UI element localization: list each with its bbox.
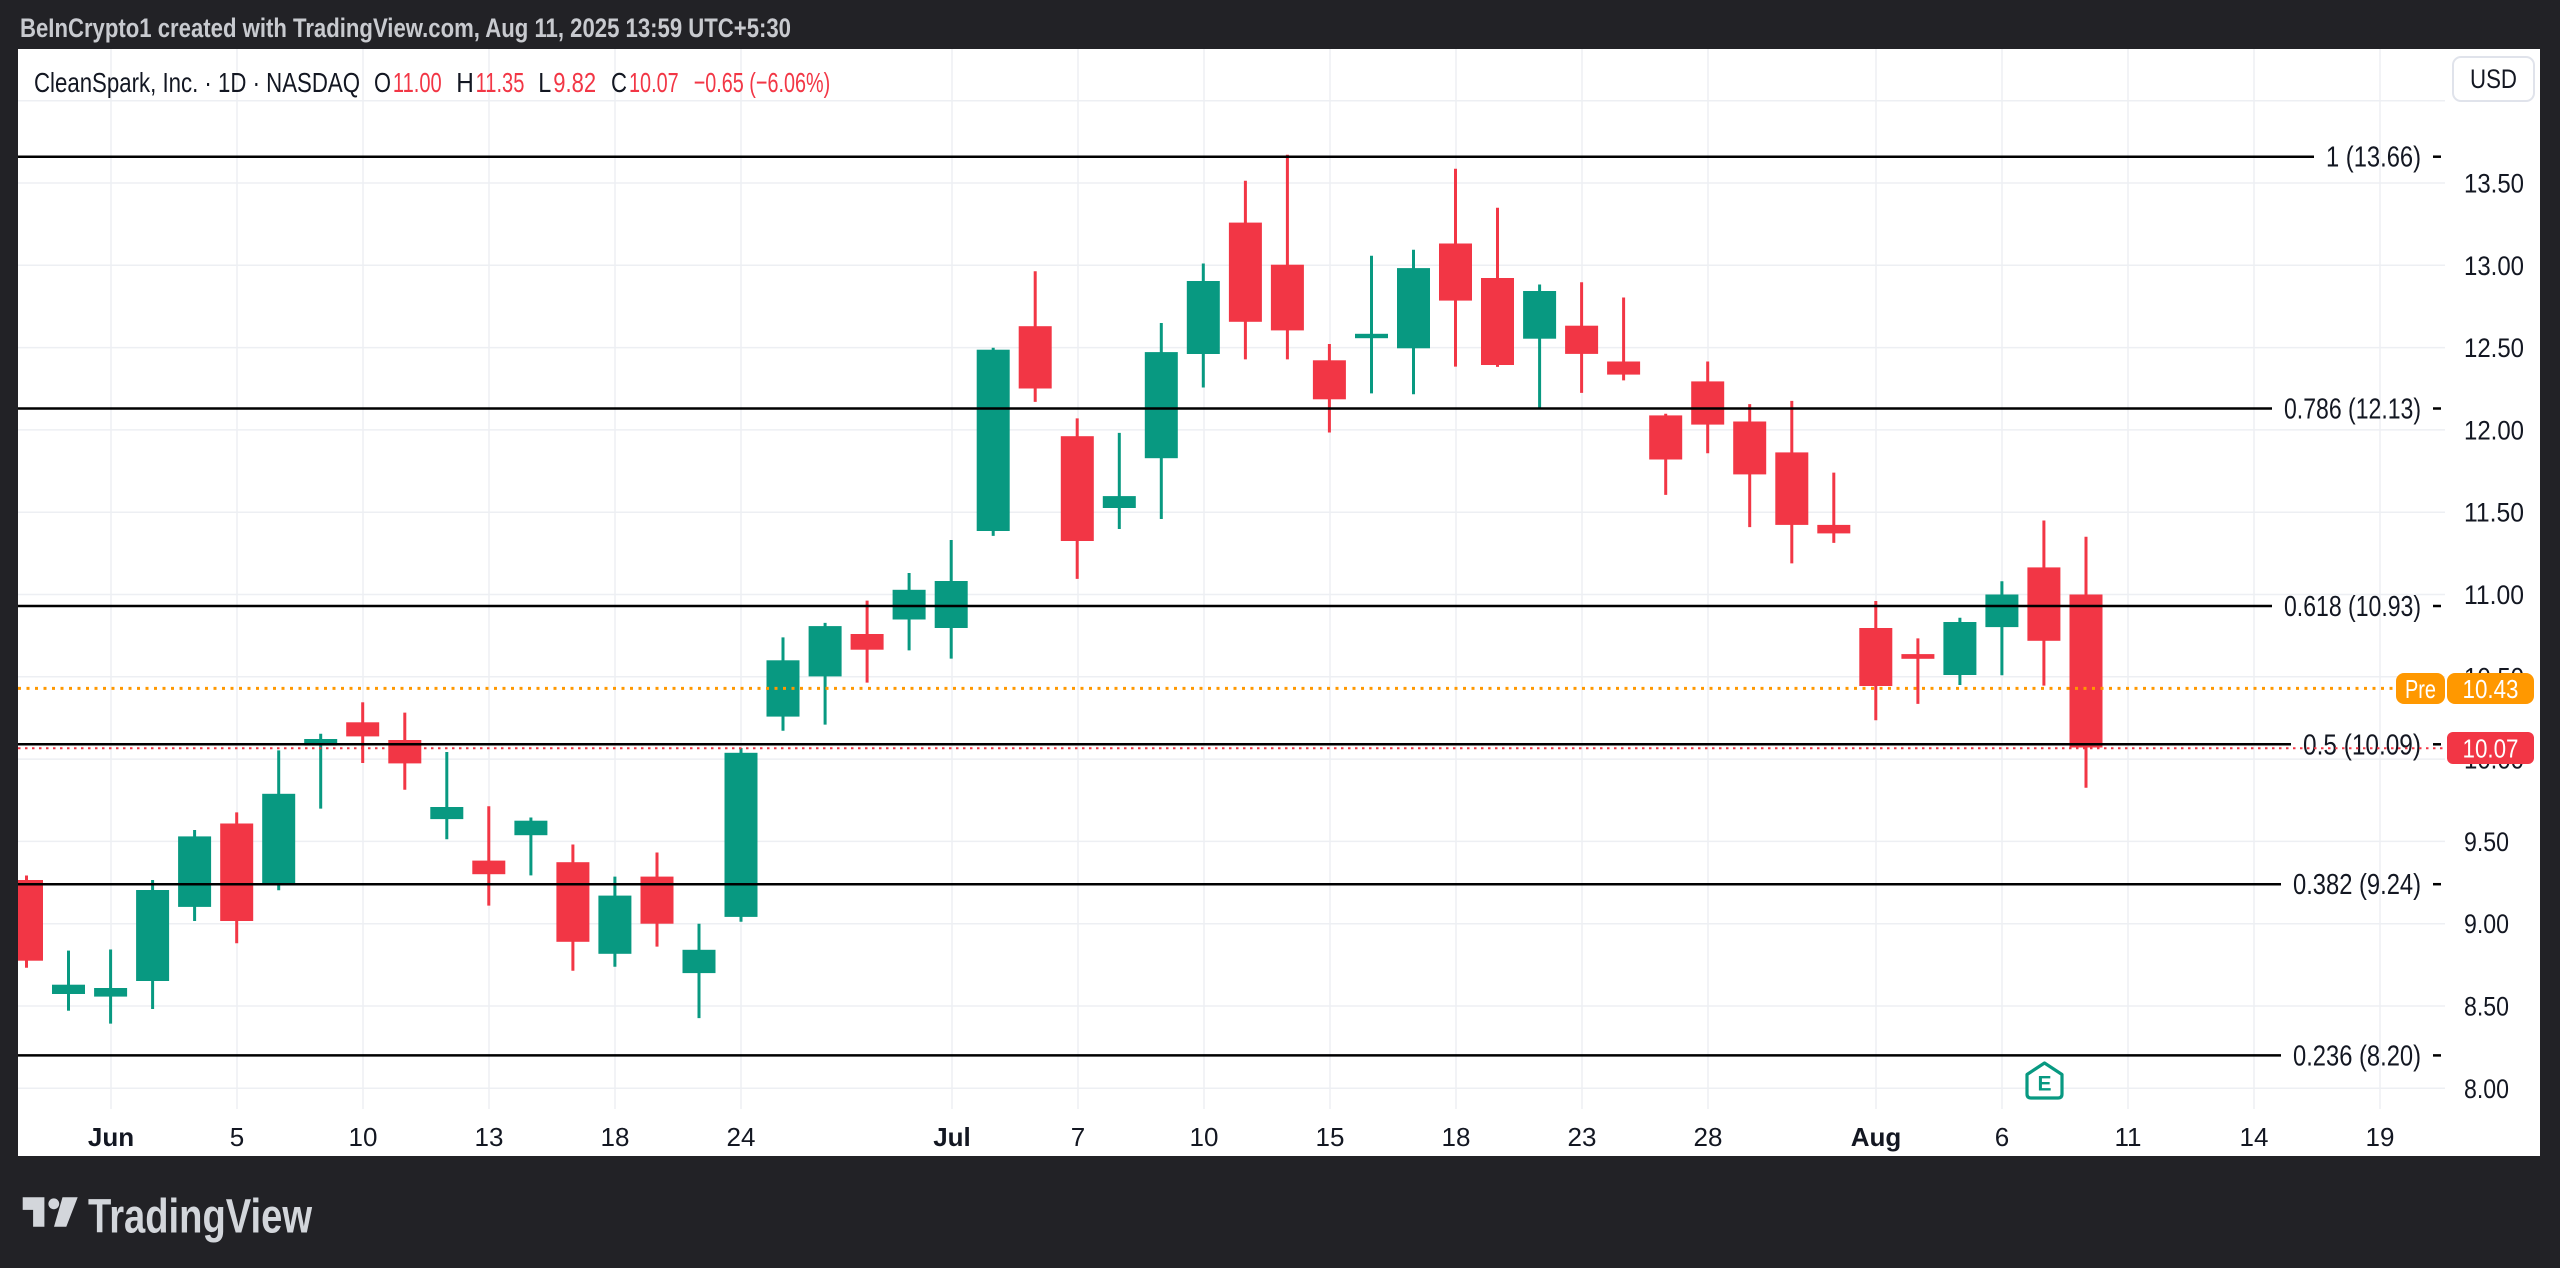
svg-text:18: 18 xyxy=(601,1122,630,1152)
svg-text:10: 10 xyxy=(1190,1122,1219,1152)
svg-text:14: 14 xyxy=(2240,1122,2269,1152)
svg-text:H: H xyxy=(456,67,474,98)
svg-text:11.50: 11.50 xyxy=(2464,498,2524,528)
svg-text:8.00: 8.00 xyxy=(2464,1074,2509,1104)
svg-text:0.382 (9.24): 0.382 (9.24) xyxy=(2293,869,2421,901)
svg-text:TradingView: TradingView xyxy=(88,1191,313,1244)
svg-text:24: 24 xyxy=(727,1122,756,1152)
svg-text:12.00: 12.00 xyxy=(2464,415,2524,445)
svg-text:9.82: 9.82 xyxy=(553,67,596,98)
svg-text:10.07: 10.07 xyxy=(629,67,679,98)
svg-text:BeInCrypto1 created with Tradi: BeInCrypto1 created with TradingView.com… xyxy=(20,13,791,43)
svg-text:Jun: Jun xyxy=(88,1122,134,1152)
svg-text:USD: USD xyxy=(2470,64,2517,94)
svg-text:8.50: 8.50 xyxy=(2464,992,2509,1022)
svg-text:5: 5 xyxy=(230,1122,244,1152)
svg-text:0.5 (10.09): 0.5 (10.09) xyxy=(2303,729,2421,761)
svg-text:0.236 (8.20): 0.236 (8.20) xyxy=(2293,1040,2421,1072)
svg-text:13: 13 xyxy=(475,1122,504,1152)
svg-text:11.35: 11.35 xyxy=(476,67,525,98)
svg-text:9.00: 9.00 xyxy=(2464,909,2509,939)
svg-text:0.786 (12.13): 0.786 (12.13) xyxy=(2284,394,2421,426)
svg-text:CleanSpark, Inc. · 1D · NASDAQ: CleanSpark, Inc. · 1D · NASDAQ xyxy=(34,67,360,98)
svg-text:23: 23 xyxy=(1568,1122,1597,1152)
svg-text:11.00: 11.00 xyxy=(393,67,442,98)
svg-text:28: 28 xyxy=(1694,1122,1723,1152)
svg-text:−0.65 (−6.06%): −0.65 (−6.06%) xyxy=(694,67,831,98)
svg-text:E: E xyxy=(2037,1073,2051,1096)
svg-text:0.618 (10.93): 0.618 (10.93) xyxy=(2284,591,2421,623)
svg-text:10: 10 xyxy=(349,1122,378,1152)
svg-text:11.00: 11.00 xyxy=(2464,580,2524,610)
svg-text:O: O xyxy=(374,67,391,98)
svg-text:13.50: 13.50 xyxy=(2464,169,2524,199)
svg-text:Pre: Pre xyxy=(2405,674,2436,704)
svg-text:12.50: 12.50 xyxy=(2464,333,2524,363)
svg-text:7: 7 xyxy=(1071,1122,1085,1152)
svg-text:18: 18 xyxy=(1442,1122,1471,1152)
svg-text:C: C xyxy=(611,67,627,98)
svg-text:19: 19 xyxy=(2366,1122,2395,1152)
svg-text:Aug: Aug xyxy=(1851,1122,1902,1152)
svg-text:9.50: 9.50 xyxy=(2464,827,2509,857)
svg-text:13.00: 13.00 xyxy=(2464,251,2524,281)
svg-text:L: L xyxy=(538,67,551,98)
svg-text:11: 11 xyxy=(2115,1122,2142,1152)
svg-text:Jul: Jul xyxy=(933,1122,971,1152)
svg-text:10.43: 10.43 xyxy=(2463,674,2519,704)
svg-text:15: 15 xyxy=(1316,1122,1345,1152)
svg-text:6: 6 xyxy=(1995,1122,2009,1152)
svg-text:10.07: 10.07 xyxy=(2463,734,2519,764)
svg-text:1 (13.66): 1 (13.66) xyxy=(2326,142,2421,174)
